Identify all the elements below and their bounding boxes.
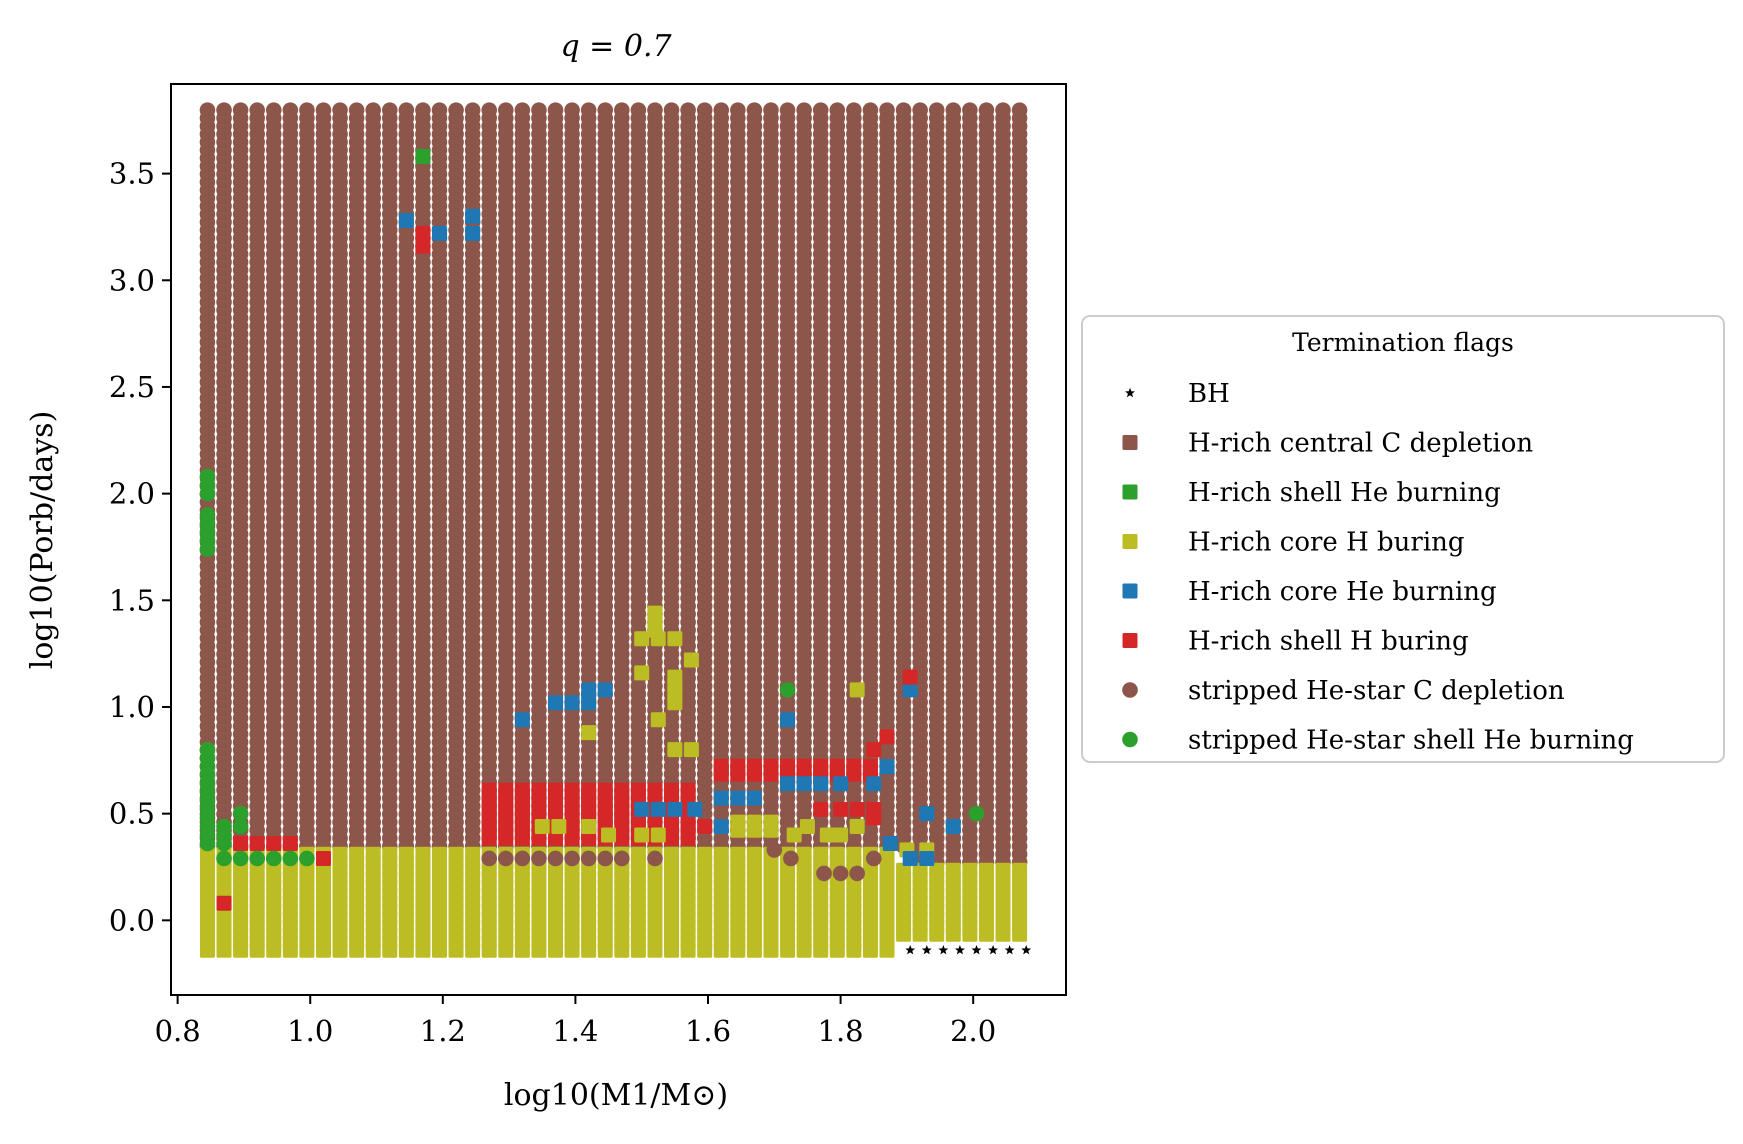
data-point: [962, 846, 978, 862]
data-point: [895, 102, 912, 118]
region-0: [199, 102, 1028, 854]
data-point: [315, 102, 332, 118]
data-point: [995, 102, 1011, 118]
data-point: [199, 102, 216, 118]
data-point: [597, 102, 614, 118]
data-point: [249, 102, 265, 118]
data-point: [547, 102, 564, 118]
data-point: [879, 102, 895, 118]
data-point: [796, 102, 812, 118]
data-point: [630, 102, 647, 118]
data-point: [497, 102, 514, 118]
data-point: [912, 102, 928, 118]
data-point: [763, 102, 779, 118]
data-point: [663, 102, 680, 118]
data-point: [232, 102, 249, 118]
data-point: [448, 846, 464, 862]
data-point: [995, 846, 1011, 862]
data-point: [945, 102, 962, 118]
data-point: [464, 102, 481, 118]
data-point: [398, 102, 415, 118]
data-point: [978, 102, 995, 118]
data-point: [564, 102, 580, 118]
data-point: [696, 102, 713, 118]
data-point: [349, 846, 365, 862]
data-point: [465, 846, 481, 862]
data-point: [945, 846, 962, 862]
data-marks: [199, 102, 1032, 958]
data-point: [1011, 102, 1028, 118]
data-point: [382, 846, 398, 862]
data-point: [713, 102, 730, 118]
plot-area: 0.8 1.0 1.2 1.4 1.6 1.8 2.0 0.00.51.01.52.02.5…: [109, 83, 1067, 1048]
data-point: [432, 846, 447, 862]
data-point: [779, 102, 796, 118]
data-point: [332, 102, 348, 118]
data-point: [415, 846, 431, 862]
data-point: [332, 846, 348, 862]
data-point: [580, 102, 597, 118]
data-point: [862, 102, 879, 118]
data-point: [431, 102, 448, 118]
data-point: [680, 102, 696, 118]
data-point: [514, 102, 531, 118]
data-point: [381, 102, 398, 118]
data-point: [746, 102, 763, 118]
data-point: [216, 102, 232, 118]
data-point: [265, 102, 282, 118]
data-point: [365, 846, 381, 862]
data-point: [614, 102, 630, 118]
data-point: [398, 846, 414, 862]
data-point: [448, 102, 464, 118]
data-point: [481, 102, 498, 118]
data-point: [531, 102, 547, 118]
data-point: [348, 102, 365, 118]
data-point: [415, 102, 431, 118]
data-point: [928, 102, 945, 118]
data-point: [846, 102, 862, 118]
data-point: [299, 102, 315, 118]
data-point: [978, 846, 995, 862]
data-point: [812, 102, 829, 118]
data-point: [282, 102, 299, 118]
data-point: [647, 102, 663, 118]
data-point: [730, 102, 746, 118]
data-point: [829, 102, 846, 118]
data-point: [1011, 846, 1028, 862]
data-point: [365, 102, 382, 118]
chart-title: q = 0.7: [560, 29, 672, 64]
data-point: [962, 102, 978, 118]
